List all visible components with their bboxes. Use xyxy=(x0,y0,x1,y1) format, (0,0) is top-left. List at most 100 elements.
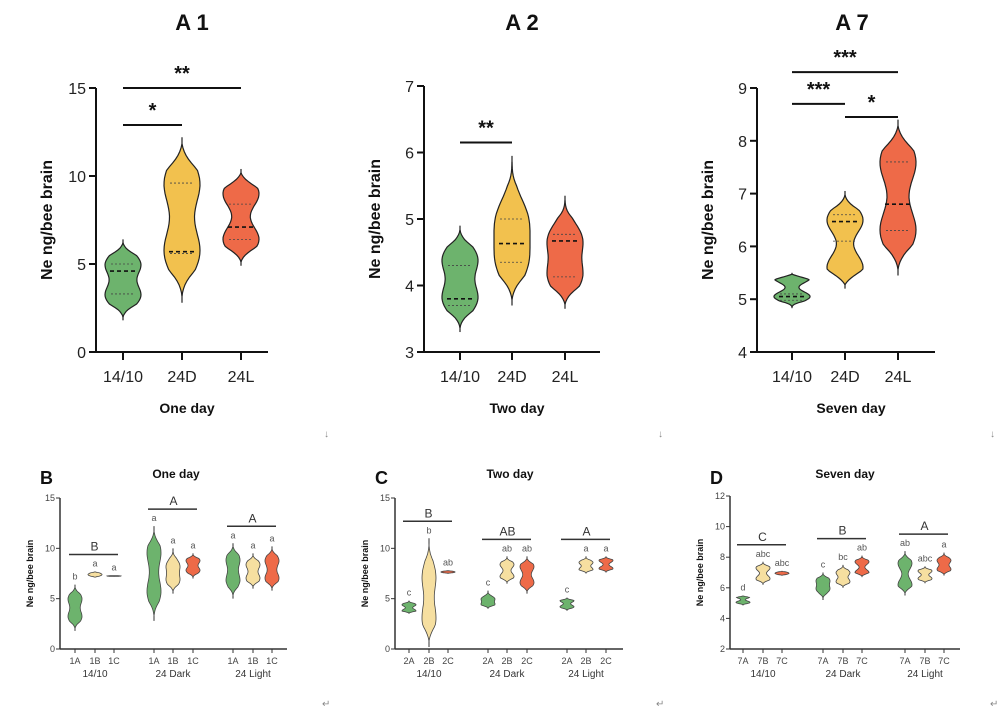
x-tick-label: 7A xyxy=(737,656,748,666)
x-axis-label: Two day xyxy=(490,400,545,416)
significance-stars: ** xyxy=(478,118,494,140)
group-letter: AB xyxy=(499,524,515,538)
posthoc-letter: b xyxy=(426,525,431,535)
x-axis-label: Seven day xyxy=(816,400,885,416)
return-mark: ↵ xyxy=(990,699,998,709)
violin-2B xyxy=(421,543,437,642)
group-label: 24 Light xyxy=(235,669,271,680)
x-tick-label: 2C xyxy=(521,656,533,666)
significance-stars: *** xyxy=(833,47,857,69)
y-axis-label: Ne ng/bee brain xyxy=(367,159,384,279)
group-letter: A xyxy=(582,524,590,538)
x-tick-label: 2B xyxy=(580,656,591,666)
violin-7A xyxy=(815,573,831,599)
group-label: 24 Dark xyxy=(155,669,191,680)
panel-label: C xyxy=(375,468,388,488)
paragraph-mark: ↓ xyxy=(324,429,329,440)
violin-24D xyxy=(826,192,864,286)
y-tick-label: 5 xyxy=(77,257,86,274)
panel-B: B One day 0 5 10 15 Ne ng/bee brain 1A b 1B a 1C a 14… xyxy=(25,467,287,680)
posthoc-letter: ab xyxy=(502,543,512,553)
violin-24L xyxy=(879,125,917,270)
y-tick-label: 10 xyxy=(45,543,55,553)
x-tick-label: 2A xyxy=(561,656,572,666)
y-axis-label: Ne ng/bee brain xyxy=(700,160,717,280)
group-letter: B xyxy=(424,506,432,520)
y-tick-label: 5 xyxy=(385,594,390,604)
violin-2A xyxy=(480,591,496,609)
group-letter: A xyxy=(169,494,177,508)
y-tick-label: 7 xyxy=(405,79,414,96)
group-label: 24 Dark xyxy=(825,669,861,680)
posthoc-letter: abc xyxy=(918,553,933,563)
panel-A1: A 1 0 5 10 15 Ne ng/bee brain 14/10 24D 24L One d… xyxy=(39,10,268,416)
posthoc-letter: a xyxy=(269,533,274,543)
violin-2B xyxy=(578,557,594,574)
posthoc-letter: a xyxy=(941,540,946,550)
significance-stars: *** xyxy=(807,79,831,101)
violin-7B xyxy=(755,562,771,585)
y-tick-label: 4 xyxy=(738,345,747,362)
posthoc-letter: d xyxy=(740,582,745,592)
panel-A7: A 7 4 5 6 7 8 9 Ne ng/bee brain 14/10 24D 24LSeven… xyxy=(700,10,935,416)
x-tick-label: 2A xyxy=(403,656,414,666)
violin-2C xyxy=(440,570,456,574)
posthoc-letter: a xyxy=(170,535,175,545)
return-mark: ↵ xyxy=(656,699,664,709)
violin-1A xyxy=(67,585,83,631)
x-tick-label: 7A xyxy=(817,656,828,666)
panel-A2: A 2 3 4 5 6 7 Ne ng/bee brain 14/10 24D 24L Two da… xyxy=(367,10,600,416)
posthoc-letter: c xyxy=(565,585,570,595)
x-axis-label: One day xyxy=(159,400,214,416)
x-tick-label: 7B xyxy=(837,656,848,666)
violin-7A xyxy=(735,595,751,606)
x-tick-label: 24L xyxy=(552,369,579,386)
chart-title: A 1 xyxy=(175,10,208,35)
violin-24D xyxy=(493,161,531,300)
posthoc-letter: ab xyxy=(900,538,910,548)
x-tick-label: 1C xyxy=(108,656,120,666)
x-tick-label: 1B xyxy=(247,656,258,666)
violin-7C xyxy=(936,552,952,576)
group-label: 14/10 xyxy=(82,669,107,680)
y-tick-label: 2 xyxy=(720,644,725,654)
x-tick-label: 1B xyxy=(167,656,178,666)
y-tick-label: 0 xyxy=(77,345,86,362)
y-tick-label: 10 xyxy=(715,522,725,532)
y-tick-label: 4 xyxy=(720,613,725,623)
chart-title: One day xyxy=(152,467,200,481)
violin-24L xyxy=(546,200,584,307)
violin-1A xyxy=(146,530,162,617)
significance-stars: * xyxy=(149,100,157,122)
return-mark: ↵ xyxy=(322,699,330,709)
y-tick-label: 0 xyxy=(50,644,55,654)
y-tick-label: 7 xyxy=(738,187,747,204)
y-tick-label: 8 xyxy=(720,552,725,562)
violin-14/10 xyxy=(773,273,811,309)
y-tick-label: 6 xyxy=(405,146,414,163)
violin-1C xyxy=(185,553,201,579)
violin-1B xyxy=(245,555,261,588)
group-letter: B xyxy=(838,524,846,538)
violin-7B xyxy=(835,564,851,588)
x-tick-label: 1A xyxy=(69,656,80,666)
posthoc-letter: c xyxy=(486,578,491,588)
x-tick-label: 24L xyxy=(228,369,255,386)
y-tick-label: 0 xyxy=(385,644,390,654)
violin-2A xyxy=(401,600,417,614)
x-tick-label: 7C xyxy=(938,656,950,666)
y-axis-label: Ne ng/bee brain xyxy=(39,160,56,280)
posthoc-letter: bc xyxy=(838,552,848,562)
posthoc-letter: b xyxy=(72,572,77,582)
violin-1A xyxy=(225,546,241,596)
y-tick-label: 10 xyxy=(380,543,390,553)
x-tick-label: 1A xyxy=(227,656,238,666)
posthoc-letter: a xyxy=(190,540,195,550)
violin-2A xyxy=(559,597,575,611)
group-letter: A xyxy=(248,511,256,525)
posthoc-letter: a xyxy=(583,543,588,553)
x-tick-label: 7B xyxy=(757,656,768,666)
paragraph-mark: ↓ xyxy=(990,429,995,440)
group-letter: A xyxy=(920,519,928,533)
